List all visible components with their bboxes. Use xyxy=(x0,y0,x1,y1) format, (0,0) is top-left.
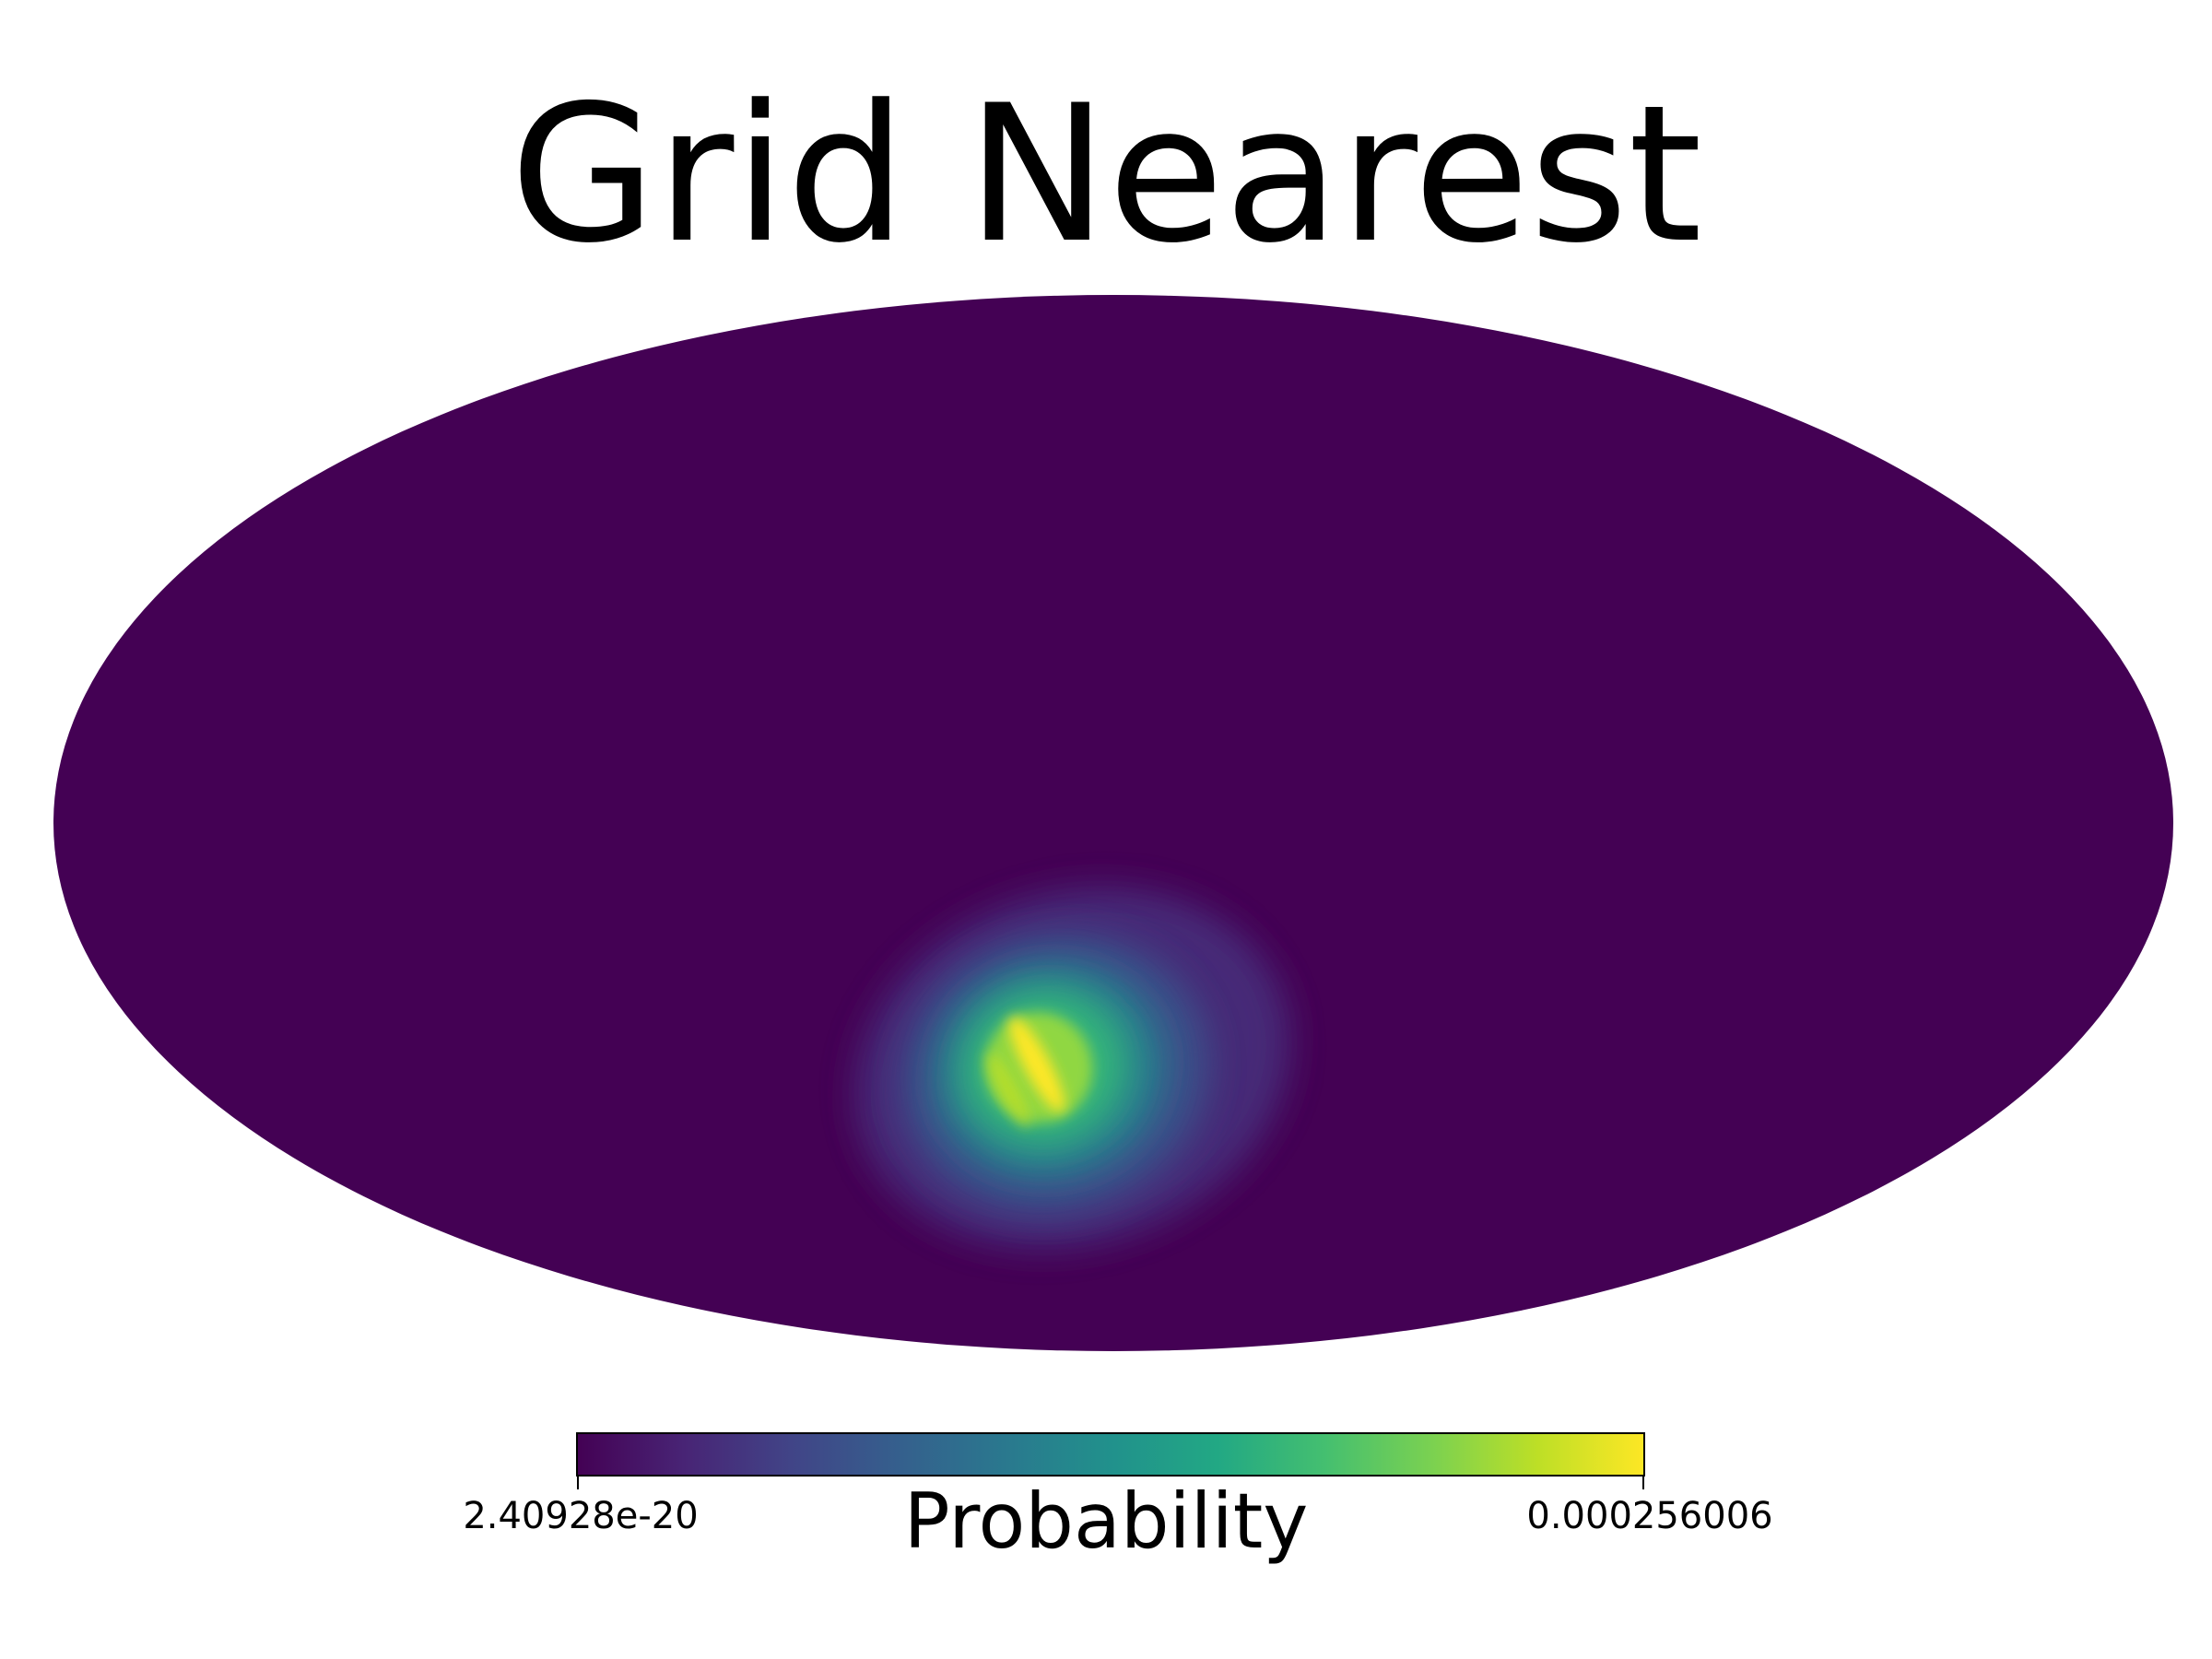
hotspot-peak xyxy=(1009,1017,1065,1112)
colorbar-min-label: 2.40928e-20 xyxy=(463,1495,699,1537)
colorbar-gradient xyxy=(576,1432,1645,1477)
chart-title: Grid Nearest xyxy=(510,65,1702,285)
colorbar-max-label: 0.000256006 xyxy=(1526,1495,1773,1537)
colorbar-label: Probability xyxy=(903,1477,1309,1566)
sky-ellipse xyxy=(53,295,2173,1351)
hotspot-ridge xyxy=(987,1053,1030,1127)
probability-hotspot xyxy=(855,888,1290,1249)
